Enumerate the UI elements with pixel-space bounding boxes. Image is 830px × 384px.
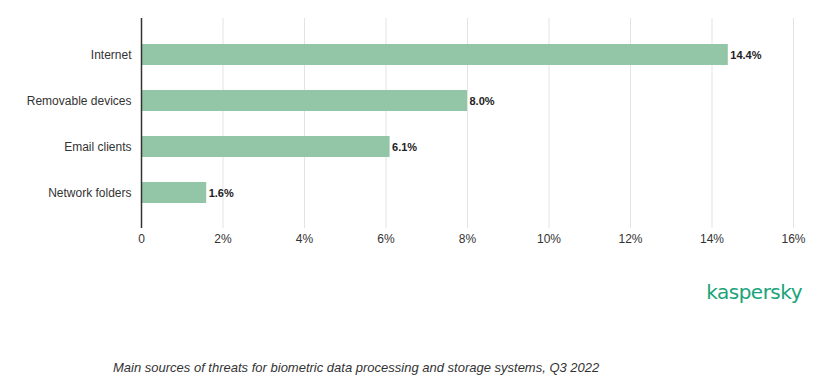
svg-text:1.6%: 1.6% — [209, 187, 234, 199]
svg-text:14%: 14% — [700, 232, 724, 246]
svg-text:Internet: Internet — [91, 48, 132, 62]
svg-text:8%: 8% — [459, 232, 477, 246]
svg-text:Network folders: Network folders — [48, 186, 131, 200]
svg-text:6%: 6% — [377, 232, 395, 246]
svg-text:16%: 16% — [781, 232, 805, 246]
svg-text:10%: 10% — [537, 232, 561, 246]
svg-text:12%: 12% — [618, 232, 642, 246]
svg-text:14.4%: 14.4% — [730, 49, 761, 61]
svg-text:6.1%: 6.1% — [392, 141, 417, 153]
html-text:kaspersky: kaspersky — [706, 280, 802, 304]
svg-text:0: 0 — [138, 232, 145, 246]
svg-text:Email clients: Email clients — [64, 140, 131, 154]
svg-text:2%: 2% — [214, 232, 232, 246]
html-text:Main sources of threats for bi: Main sources of threats for biometric da… — [113, 360, 600, 375]
svg-text:Removable devices: Removable devices — [27, 94, 132, 108]
svg-text:8.0%: 8.0% — [470, 95, 495, 107]
svg-text:4%: 4% — [296, 232, 314, 246]
